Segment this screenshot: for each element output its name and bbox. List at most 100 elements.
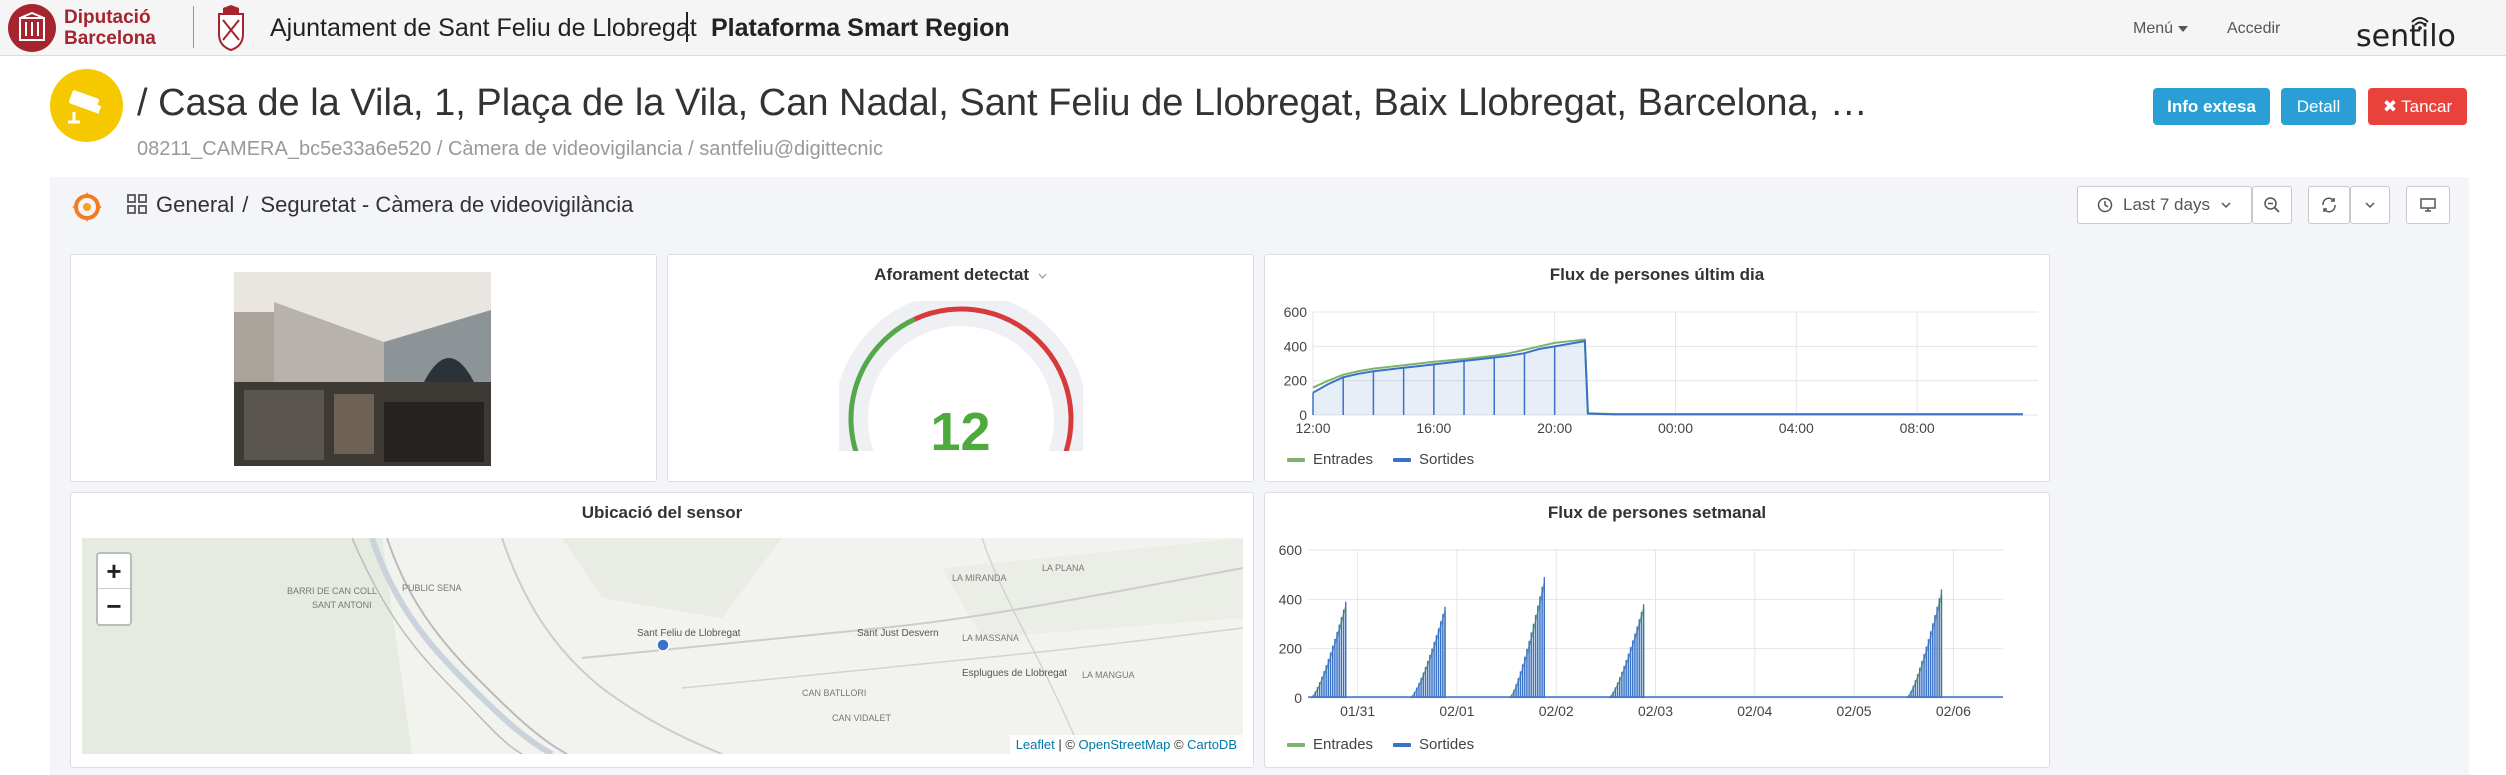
x-tick-label: 02/01 — [1439, 703, 1474, 719]
platform-title[interactable]: Plataforma Smart Region — [711, 14, 1010, 42]
refresh-interval-dropdown[interactable] — [2350, 186, 2390, 224]
attrib-separator: | © — [1054, 737, 1079, 752]
y-tick-label: 200 — [1284, 373, 1308, 389]
daily-flow-title[interactable]: Flux de persones últim dia — [1549, 265, 1765, 284]
panel-menu-chevron-icon — [1038, 273, 1047, 279]
map-label: LA PLANA — [1042, 563, 1085, 573]
chevron-down-icon — [2221, 202, 2231, 209]
x-tick-label: 02/04 — [1737, 703, 1772, 719]
caret-down-icon — [2178, 25, 2189, 32]
legend-sortides[interactable]: Sortides — [1393, 736, 1474, 753]
y-tick-label: 600 — [1279, 542, 1303, 558]
map-label: LA MASSANA — [962, 633, 1020, 643]
map-attribution: Leaflet | © OpenStreetMap © CartoDB — [1009, 735, 1243, 754]
series-line-sortides — [1312, 340, 2023, 416]
info-extesa-button[interactable]: Info extesa — [2153, 88, 2270, 125]
attrib-separator: © — [1170, 737, 1188, 752]
legend-entrades[interactable]: Entrades — [1287, 451, 1373, 468]
series-area-sortides — [1313, 341, 2023, 415]
map-label: LA MIRANDA — [952, 573, 1007, 583]
sensor-location-map[interactable]: Sant Feliu de Llobregat Sant Just Desver… — [82, 538, 1243, 754]
legend-entrades[interactable]: Entrades — [1287, 736, 1373, 753]
gauge-arc — [839, 301, 1083, 451]
refresh-button[interactable] — [2308, 186, 2350, 224]
dashboard-breadcrumb: General / Seguretat - Càmera de videovigil… — [156, 192, 633, 218]
chevron-down-icon — [2365, 202, 2375, 209]
map-label: Sant Just Desvern — [857, 628, 939, 639]
x-tick-label: 02/02 — [1539, 703, 1574, 719]
breadcrumb-folder[interactable]: General — [156, 192, 235, 217]
camera-snapshot-image[interactable] — [234, 272, 491, 466]
map-tiles — [82, 538, 1243, 754]
diputacio-logo[interactable]: Diputació Barcelona — [8, 4, 156, 52]
gauge-title-text: Aforament detectat — [874, 265, 1030, 284]
zoom-in-button[interactable]: + — [98, 554, 130, 589]
x-tick-label: 02/05 — [1837, 703, 1872, 719]
legend-sortides[interactable]: Sortides — [1393, 451, 1474, 468]
page-title: / Casa de la Vila, 1, Plaça de la Vila, … — [137, 82, 1868, 124]
tv-mode-button[interactable] — [2406, 186, 2450, 224]
gauge-panel: Aforament detectat 12 — [667, 254, 1254, 482]
map-label: LA MANGUA — [1082, 670, 1135, 680]
grafana-logo-icon[interactable] — [70, 190, 104, 224]
legend-label-sortides: Sortides — [1419, 736, 1475, 753]
y-tick-label: 200 — [1279, 641, 1303, 657]
close-button-label: Tancar — [2401, 96, 2453, 116]
osm-link[interactable]: OpenStreetMap — [1078, 737, 1171, 752]
detail-button[interactable]: Detall — [2281, 88, 2356, 125]
top-navbar: Diputació Barcelona Ajuntament de Sant F… — [0, 0, 2506, 56]
legend-label-entrades: Entrades — [1313, 451, 1374, 468]
brand-divider — [686, 12, 688, 42]
map-label: BARRI DE CAN COLL — [287, 586, 378, 596]
breadcrumb-separator: / — [242, 192, 249, 217]
x-tick-label: 01/31 — [1340, 703, 1375, 719]
map-label: CAN BATLLORI — [802, 688, 867, 698]
time-range-label: Last 7 days — [2123, 195, 2210, 214]
zoom-out-time-button[interactable] — [2252, 186, 2292, 224]
cartodb-link[interactable]: CartoDB — [1187, 737, 1237, 752]
legend-swatch-sortides — [1393, 742, 1412, 747]
x-tick-label: 08:00 — [1900, 420, 1935, 436]
time-range-picker[interactable]: Last 7 days — [2077, 186, 2252, 224]
x-tick-label: 16:00 — [1416, 420, 1451, 436]
y-tick-label: 400 — [1279, 591, 1303, 607]
clock-icon — [2097, 197, 2113, 213]
ajuntament-title[interactable]: Ajuntament de Sant Feliu de Llobregat — [270, 14, 697, 42]
x-tick-label: 02/06 — [1936, 703, 1971, 719]
map-label: Sant Feliu de Llobregat — [637, 628, 741, 639]
daily-flow-chart: 0 200 400 600 12:00 16:00 20:00 00:00 04:00 08:00 — [1284, 304, 2038, 436]
sentilo-logo-text: sentilo — [2356, 19, 2456, 50]
breadcrumb-dashboard[interactable]: Seguretat - Càmera de videovigilància — [260, 192, 634, 217]
y-tick-label: 600 — [1284, 304, 1308, 320]
gauge-panel-title[interactable]: Aforament detectat — [668, 265, 1253, 285]
diputacio-line1: Diputació — [64, 7, 151, 28]
diputacio-emblem-icon — [8, 4, 56, 52]
close-icon: ✖ — [2382, 96, 2398, 116]
map-label: CAN VIDALET — [832, 713, 892, 723]
ajuntament-shield-icon — [218, 5, 244, 52]
close-button[interactable]: ✖ Tancar — [2368, 88, 2467, 125]
gauge-value: 12 — [930, 402, 991, 462]
y-tick-label: 400 — [1284, 338, 1308, 354]
page-subtitle: 08211_CAMERA_bc5e33a6e520 / Càmera de vi… — [137, 138, 883, 160]
login-link[interactable]: Accedir — [2227, 20, 2281, 37]
sentilo-logo[interactable]: sentilo — [2356, 8, 2484, 50]
legend-label-entrades: Entrades — [1313, 736, 1374, 753]
y-tick-label: 0 — [1299, 407, 1307, 423]
x-tick-label: 02/03 — [1638, 703, 1673, 719]
camera-image-panel — [70, 254, 657, 482]
menu-dropdown[interactable]: Menú — [2133, 20, 2189, 38]
x-tick-label: 20:00 — [1537, 420, 1572, 436]
x-tick-label: 12:00 — [1295, 420, 1330, 436]
legend-swatch-sortides — [1393, 457, 1412, 462]
camera-sensor-icon — [50, 69, 123, 142]
weekly-flow-title[interactable]: Flux de persones setmanal — [1547, 503, 1767, 522]
map-panel-title[interactable]: Ubicació del sensor — [581, 503, 743, 522]
refresh-icon — [2322, 197, 2336, 213]
weekly-flow-chart: 0 200 400 600 01/31 02/01 02/02 02/03 02/04 02/05… — [1279, 542, 2003, 719]
leaflet-link[interactable]: Leaflet — [1015, 737, 1055, 752]
daily-flow-panel: Flux de persones últim dia 0 200 400 600 12:… — [1264, 254, 2050, 482]
menu-label: Menú — [2133, 20, 2174, 37]
zoom-out-button[interactable]: − — [106, 591, 122, 621]
weekly-flow-panel: Flux de persones setmanal 0 200 400 600 01/3… — [1264, 492, 2050, 768]
